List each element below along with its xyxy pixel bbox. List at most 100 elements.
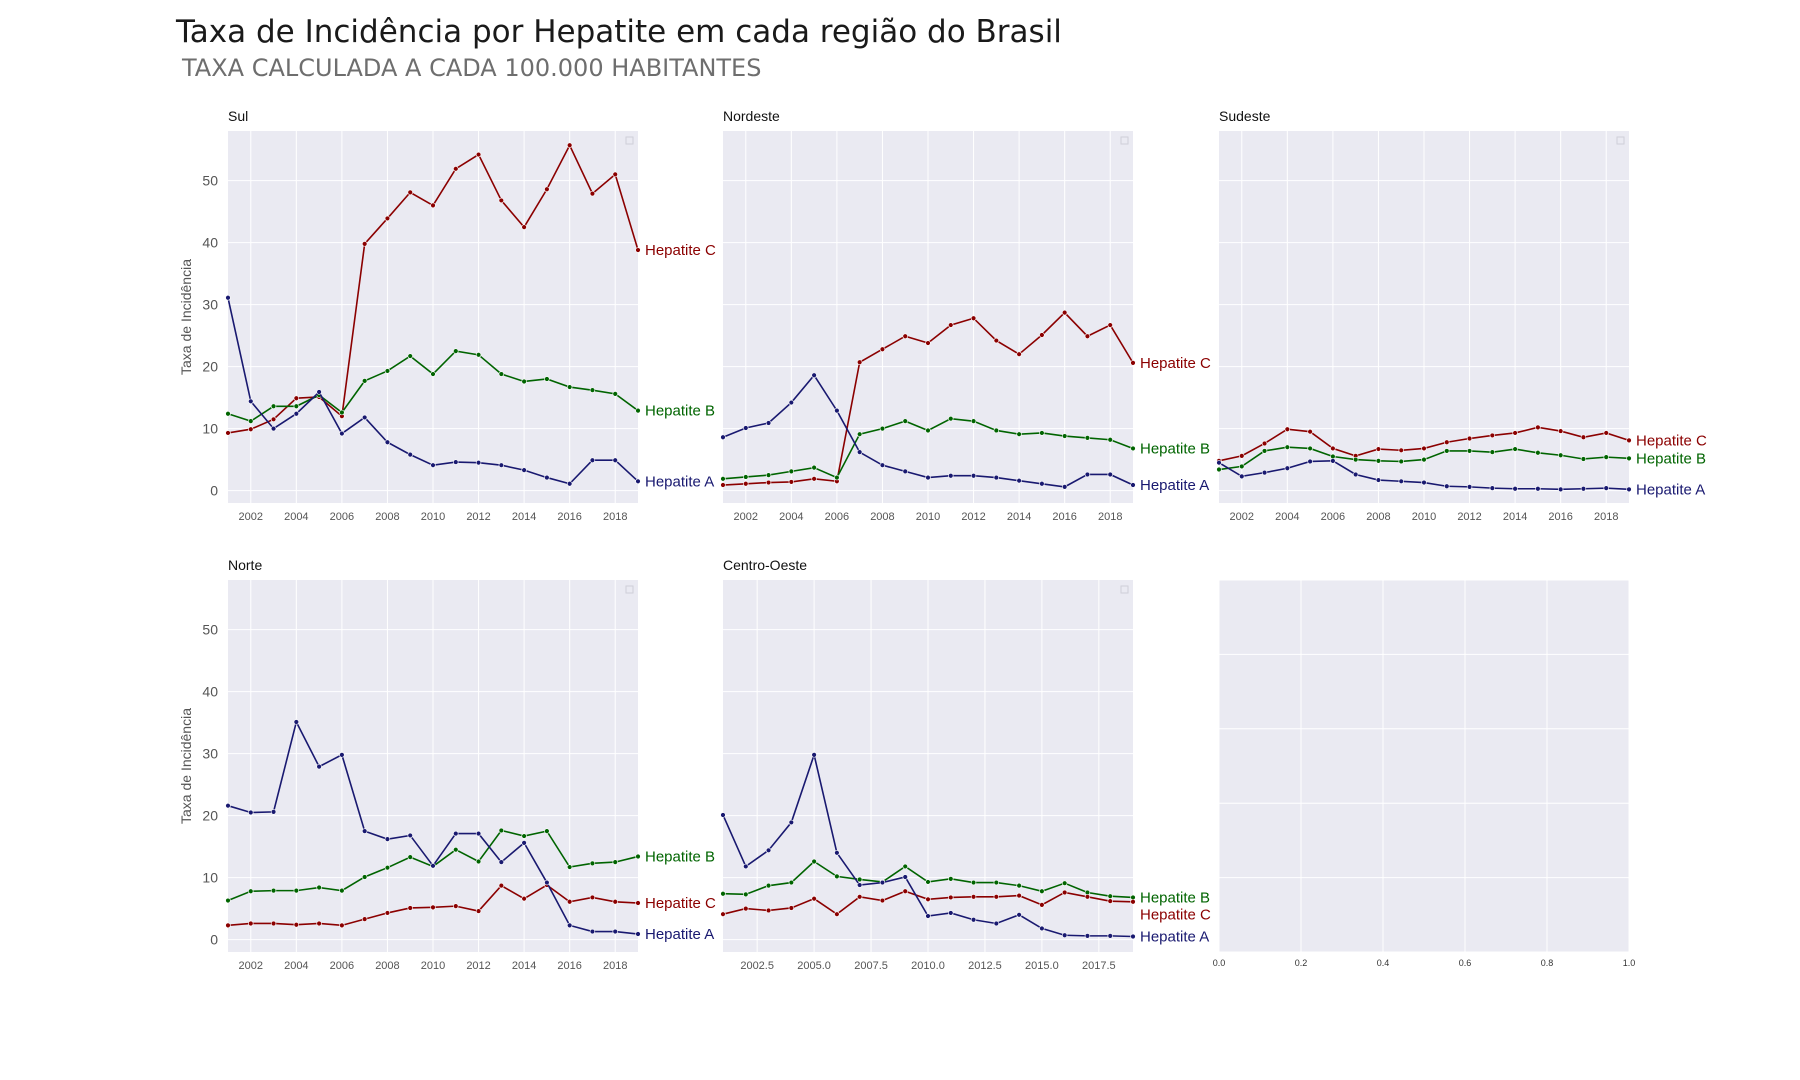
y-tick-label: 40 [202, 684, 218, 700]
data-point [788, 879, 795, 886]
data-point [879, 462, 886, 468]
data-point [902, 333, 908, 339]
data-point [361, 414, 368, 421]
data-point [720, 482, 726, 488]
data-point [384, 215, 391, 222]
data-point [834, 850, 840, 856]
legend-box [625, 585, 634, 594]
data-point [1375, 446, 1382, 452]
series-end-label: Hepatite B [1636, 450, 1706, 467]
data-point [361, 378, 368, 384]
data-point [720, 434, 726, 440]
x-tick-label: 2010 [1412, 511, 1436, 523]
x-tick-label: 2018 [603, 511, 627, 523]
x-tick-label: 2008 [375, 960, 399, 972]
data-point [1512, 446, 1518, 452]
data-point [811, 476, 817, 482]
data-point [1039, 481, 1045, 487]
data-point [316, 763, 322, 770]
data-point [1626, 486, 1632, 493]
data-point [1512, 430, 1518, 436]
x-tick-label: 2015.0 [1025, 960, 1059, 972]
data-point [1626, 455, 1632, 462]
data-point [1107, 322, 1113, 328]
data-point [1557, 428, 1564, 434]
panel-title: Norte [228, 557, 262, 573]
x-tick-label: 2018 [1098, 511, 1122, 523]
x-tick-label: 2008 [1366, 511, 1390, 523]
chart-panel-sul: 2002 2004 2006 2008 2010 2012 2014 2016 2018 0 10 2… [178, 108, 716, 523]
series-end-label: Hepatite B [645, 849, 715, 866]
data-point [856, 894, 863, 900]
data-point [1084, 894, 1091, 900]
y-tick-label: 10 [202, 870, 218, 886]
data-point [521, 467, 527, 473]
data-point [430, 371, 436, 377]
series-end-label: Hepatite A [645, 473, 714, 490]
data-point [407, 854, 413, 860]
data-point [1535, 424, 1541, 431]
data-point [339, 409, 345, 416]
data-point [1016, 351, 1022, 357]
data-point [1084, 471, 1091, 478]
data-point [925, 913, 931, 919]
data-point [339, 430, 345, 437]
data-point [1084, 333, 1091, 339]
data-point [1421, 445, 1427, 452]
x-tick-label: 1.0 [1623, 958, 1636, 968]
data-point [1444, 439, 1450, 445]
data-point [1107, 437, 1113, 443]
data-point [635, 931, 641, 937]
figure-subtitle: TAXA CALCULADA A CADA 100.000 HABITANTES [182, 54, 762, 82]
data-point [879, 425, 886, 432]
y-tick-label: 20 [202, 359, 218, 375]
data-point [879, 346, 886, 352]
y-axis-label: Taxa de Incidência [178, 708, 194, 824]
data-point [225, 430, 231, 436]
data-point [1284, 426, 1291, 432]
data-point [521, 895, 527, 902]
y-tick-label: 50 [202, 173, 218, 189]
data-point [993, 474, 1000, 481]
data-point [293, 403, 300, 409]
x-tick-label: 0.2 [1295, 958, 1308, 968]
data-point [1580, 456, 1587, 462]
data-point [856, 876, 863, 883]
data-point [293, 411, 300, 417]
x-tick-label: 2012 [1457, 511, 1481, 523]
data-point [834, 407, 840, 414]
data-point [993, 894, 1000, 900]
data-point [498, 371, 505, 377]
data-point [1535, 486, 1541, 492]
legend-box [1616, 136, 1625, 145]
data-point [293, 922, 300, 928]
data-point [566, 922, 573, 929]
data-point [1061, 484, 1068, 490]
data-point [248, 888, 254, 894]
data-point [743, 474, 749, 480]
x-tick-label: 2006 [330, 511, 354, 523]
data-point [1580, 434, 1587, 440]
data-point [1061, 932, 1068, 938]
data-point [339, 887, 345, 894]
data-point [1557, 452, 1564, 458]
data-point [1375, 458, 1382, 464]
data-point [720, 812, 726, 818]
data-point [1039, 888, 1045, 894]
x-tick-label: 2006 [330, 960, 354, 972]
panel-title: Nordeste [723, 108, 780, 124]
data-point [970, 894, 977, 900]
data-point [811, 372, 817, 378]
legend-box [625, 136, 634, 145]
data-point [248, 809, 254, 816]
x-tick-label: 2002 [1230, 511, 1254, 523]
data-point [834, 474, 840, 481]
x-tick-label: 2016 [557, 960, 581, 972]
data-point [1557, 486, 1564, 493]
data-point [1039, 430, 1045, 436]
x-tick-label: 2014 [512, 511, 536, 523]
data-point [453, 348, 459, 354]
data-point [225, 802, 231, 809]
series-end-label: Hepatite B [1140, 889, 1210, 906]
